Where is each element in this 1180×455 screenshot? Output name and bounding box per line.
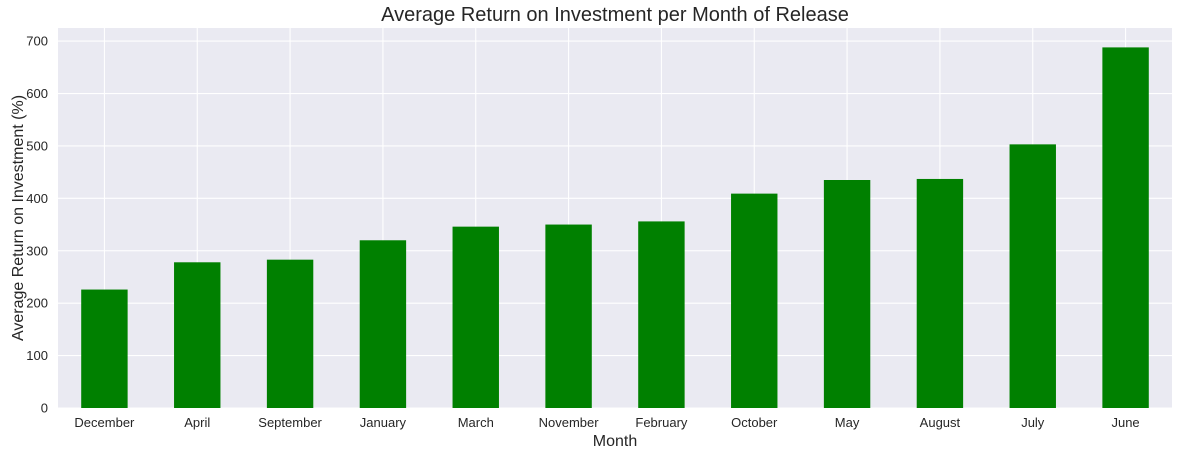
bar-august [916,178,964,408]
bar-november [545,224,592,408]
x-axis-ticks: December April September January March Novemb… [74,415,1139,430]
bar-march [452,226,499,408]
x-tick-label: September [258,415,322,430]
bars [81,47,1149,409]
x-tick-label: December [74,415,135,430]
x-tick-label: July [1021,415,1045,430]
y-tick-label: 0 [41,401,48,416]
y-axis-title: Average Return on Investment (%) [10,95,27,341]
y-tick-label: 200 [26,296,48,311]
plot-area [58,28,1172,408]
bar-december [81,289,128,408]
bar-april [174,262,221,408]
x-tick-label: November [539,415,600,430]
y-tick-label: 500 [26,138,48,153]
x-tick-label: October [731,415,778,430]
bar-june [1102,47,1149,409]
x-tick-label: March [458,415,494,430]
x-axis-title: Month [593,433,637,450]
bar-october [731,193,778,408]
x-tick-label: May [835,415,860,430]
y-tick-label: 600 [26,86,48,101]
y-tick-label: 100 [26,348,48,363]
x-tick-label: January [360,415,407,430]
bar-may [823,180,871,408]
bar-january [359,240,407,408]
y-tick-label: 300 [26,243,48,258]
y-axis-ticks: 0 100 200 300 400 500 600 700 [26,34,48,416]
x-tick-label: June [1111,415,1139,430]
bar-february [638,221,685,408]
bar-july [1009,144,1056,408]
x-tick-label: February [635,415,688,430]
chart-title: Average Return on Investment per Month o… [381,4,849,26]
x-tick-label: August [920,415,961,430]
y-tick-label: 700 [26,34,48,49]
bar-september [266,259,314,408]
x-tick-label: April [184,415,210,430]
y-tick-label: 400 [26,191,48,206]
